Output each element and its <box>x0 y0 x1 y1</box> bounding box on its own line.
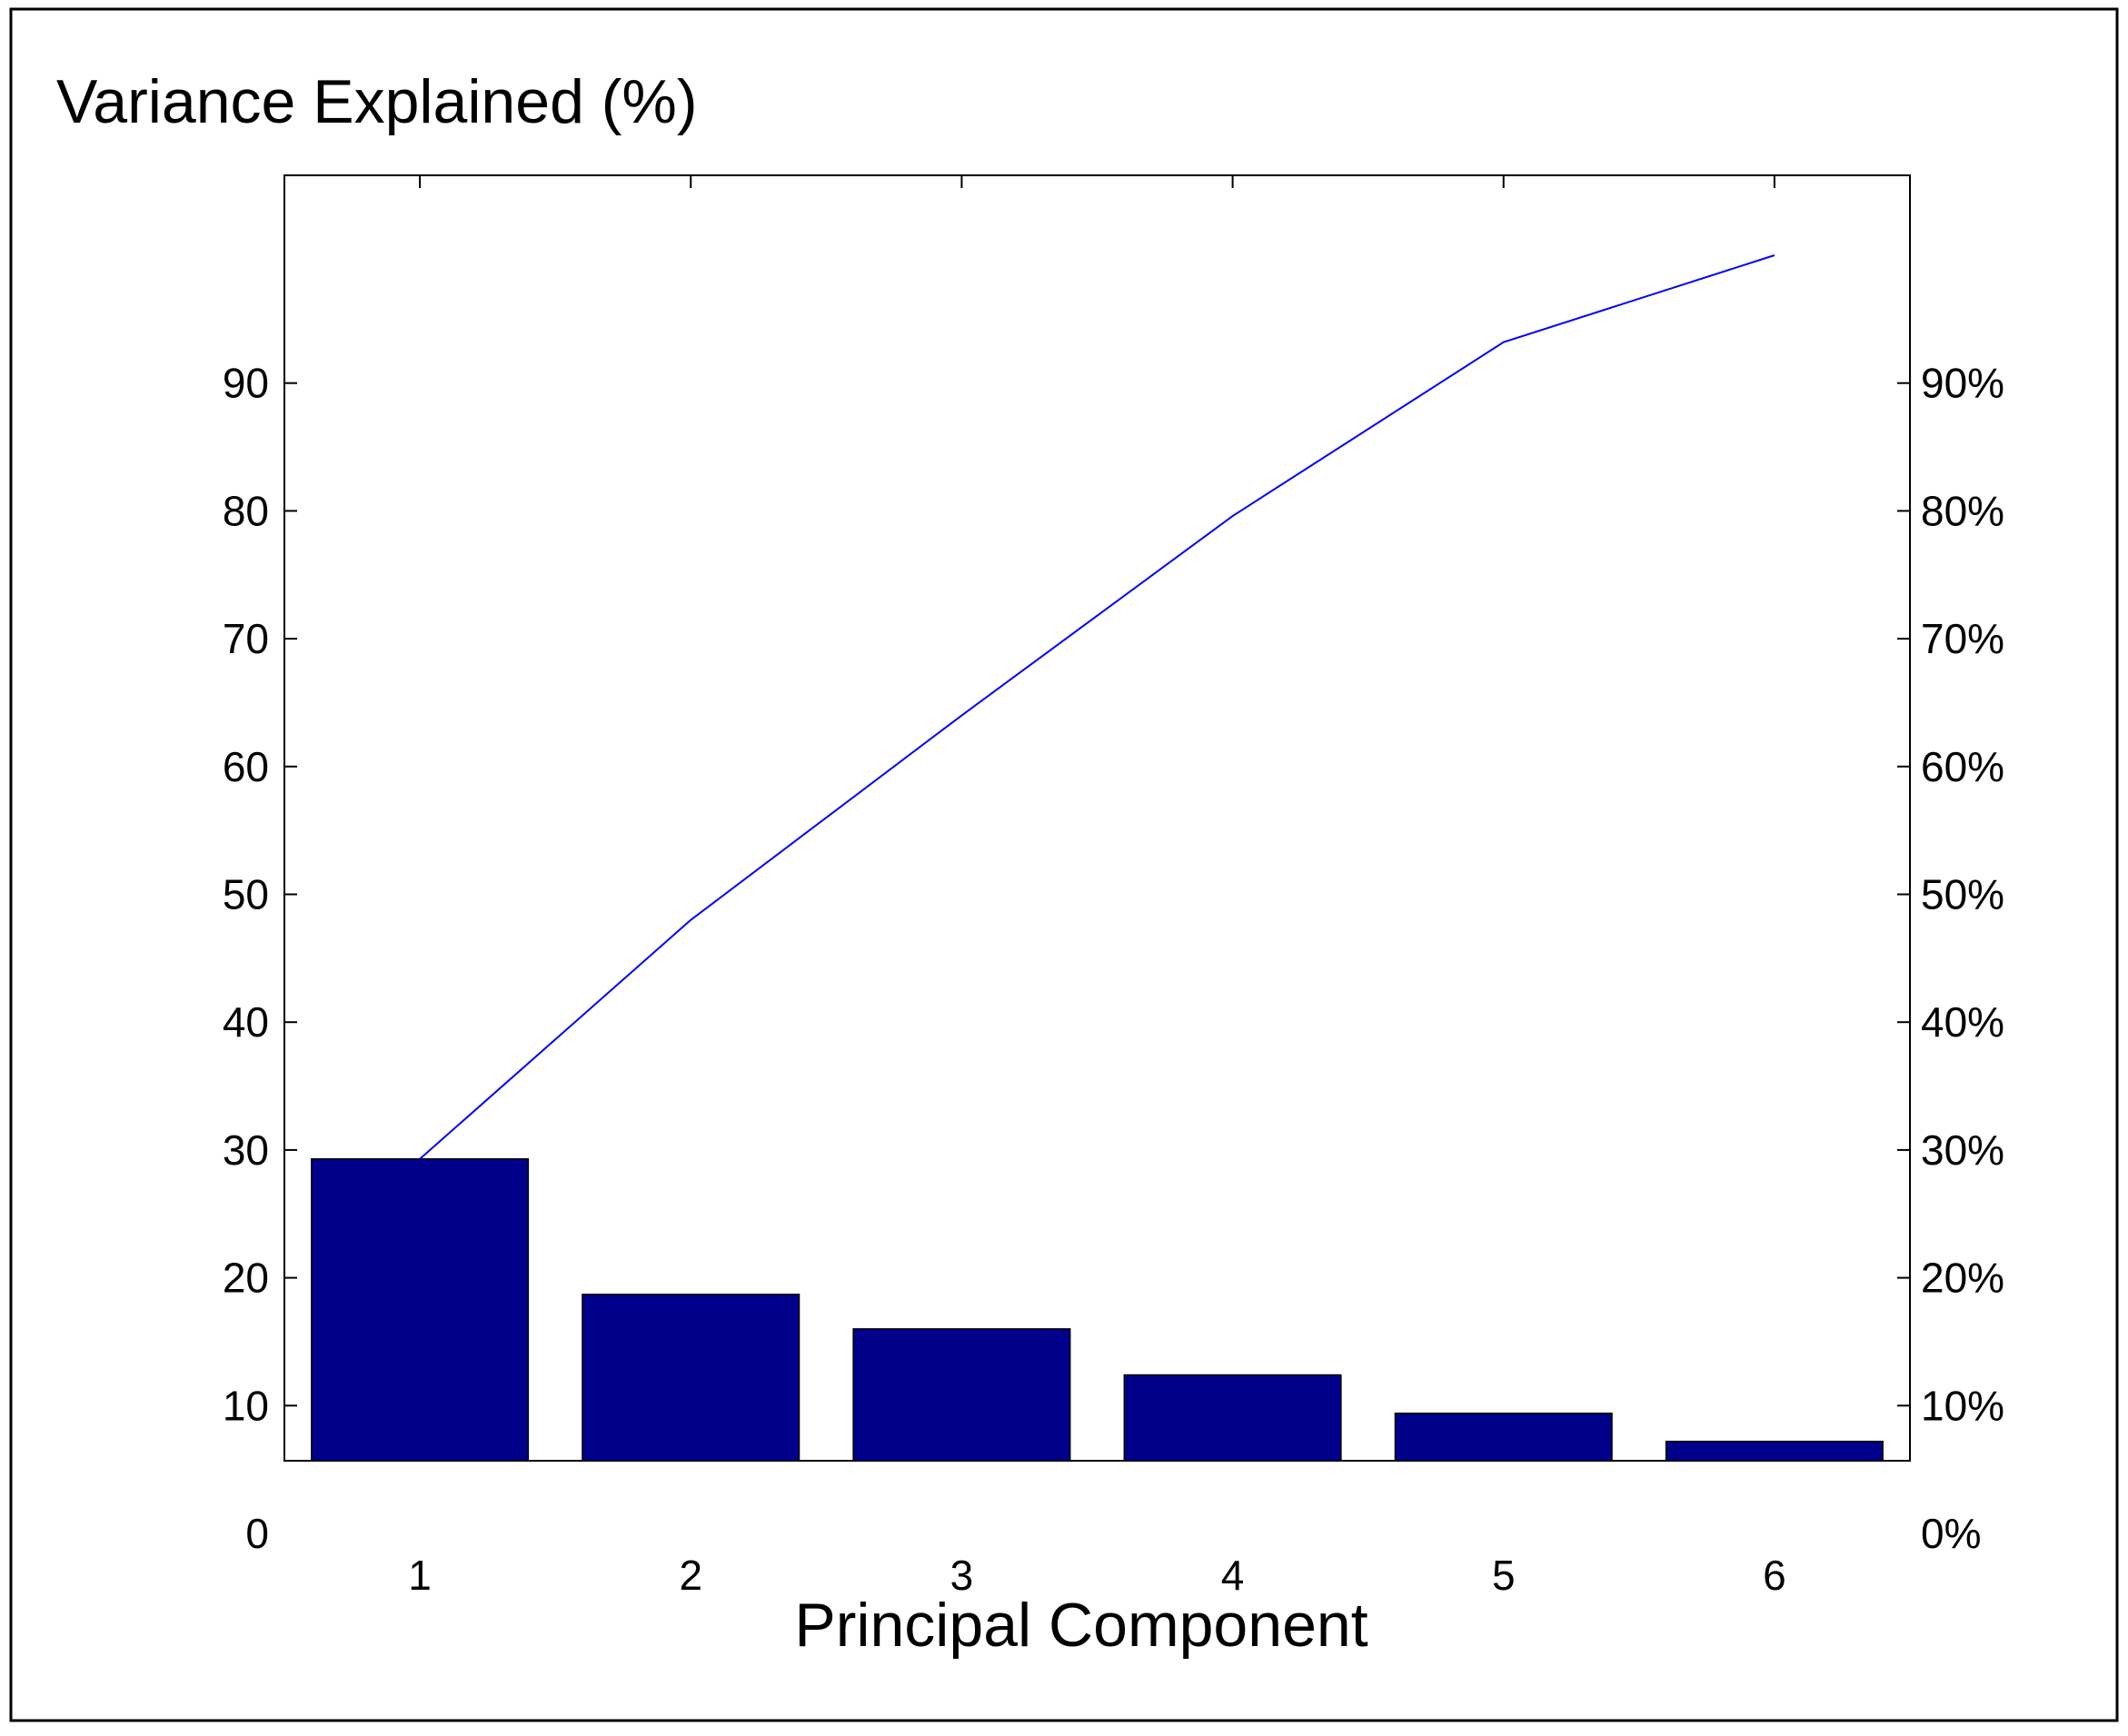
y-tick-label: 20 <box>223 1255 269 1302</box>
y2-tick-label: 30% <box>1921 1126 2004 1174</box>
y-axis-left: 0 10 20 30 40 50 60 70 80 90 <box>223 360 297 1557</box>
x-axis: 1 2 3 4 5 6 <box>408 175 1786 1599</box>
plot-area <box>283 174 1911 1462</box>
y2-tick-label: 50% <box>1921 871 2004 918</box>
y-tick-label: 80 <box>223 487 269 534</box>
x-tick-label: 5 <box>1492 1552 1516 1599</box>
cumulative-line <box>419 254 1775 1160</box>
y2-tick-label: 20% <box>1921 1255 2004 1302</box>
y2-tick-label: 10% <box>1921 1382 2004 1429</box>
bar-component-2 <box>582 1294 800 1462</box>
y2-tick-label: 90% <box>1921 360 2004 407</box>
chart-title: Variance Explained (%) <box>56 67 698 136</box>
x-tick-label: 1 <box>408 1552 432 1599</box>
y-tick-label: 40 <box>223 998 269 1046</box>
bar-component-5 <box>1394 1412 1613 1462</box>
bar-component-1 <box>311 1157 530 1462</box>
y-tick-label: 30 <box>223 1126 269 1174</box>
y2-tick-label: 0% <box>1921 1510 1981 1557</box>
y-tick-label: 10 <box>223 1382 269 1429</box>
y-tick-label: 0 <box>245 1510 269 1557</box>
bar-component-6 <box>1665 1440 1884 1462</box>
bar-component-3 <box>852 1328 1071 1462</box>
y-tick-label: 70 <box>223 615 269 662</box>
y2-tick-label: 60% <box>1921 743 2004 790</box>
y2-tick-label: 70% <box>1921 615 2004 662</box>
y2-tick-label: 80% <box>1921 487 2004 534</box>
x-tick-label: 3 <box>950 1552 974 1599</box>
y2-tick-label: 40% <box>1921 998 2004 1046</box>
bar-component-4 <box>1123 1374 1342 1462</box>
bar-series <box>311 1157 1884 1462</box>
outer-frame <box>9 7 2119 1722</box>
y-axis-right: 0% 10% 20% 30% 40% 50% 60% 70% 80% 90% <box>1897 360 2004 1557</box>
y-tick-label: 60 <box>223 743 269 790</box>
y-tick-label: 50 <box>223 871 269 918</box>
y-tick-label: 90 <box>223 360 269 407</box>
x-tick-label: 2 <box>679 1552 702 1599</box>
x-axis-label: Principal Component <box>794 1591 1367 1660</box>
x-tick-label: 6 <box>1763 1552 1786 1599</box>
x-tick-label: 4 <box>1221 1552 1245 1599</box>
